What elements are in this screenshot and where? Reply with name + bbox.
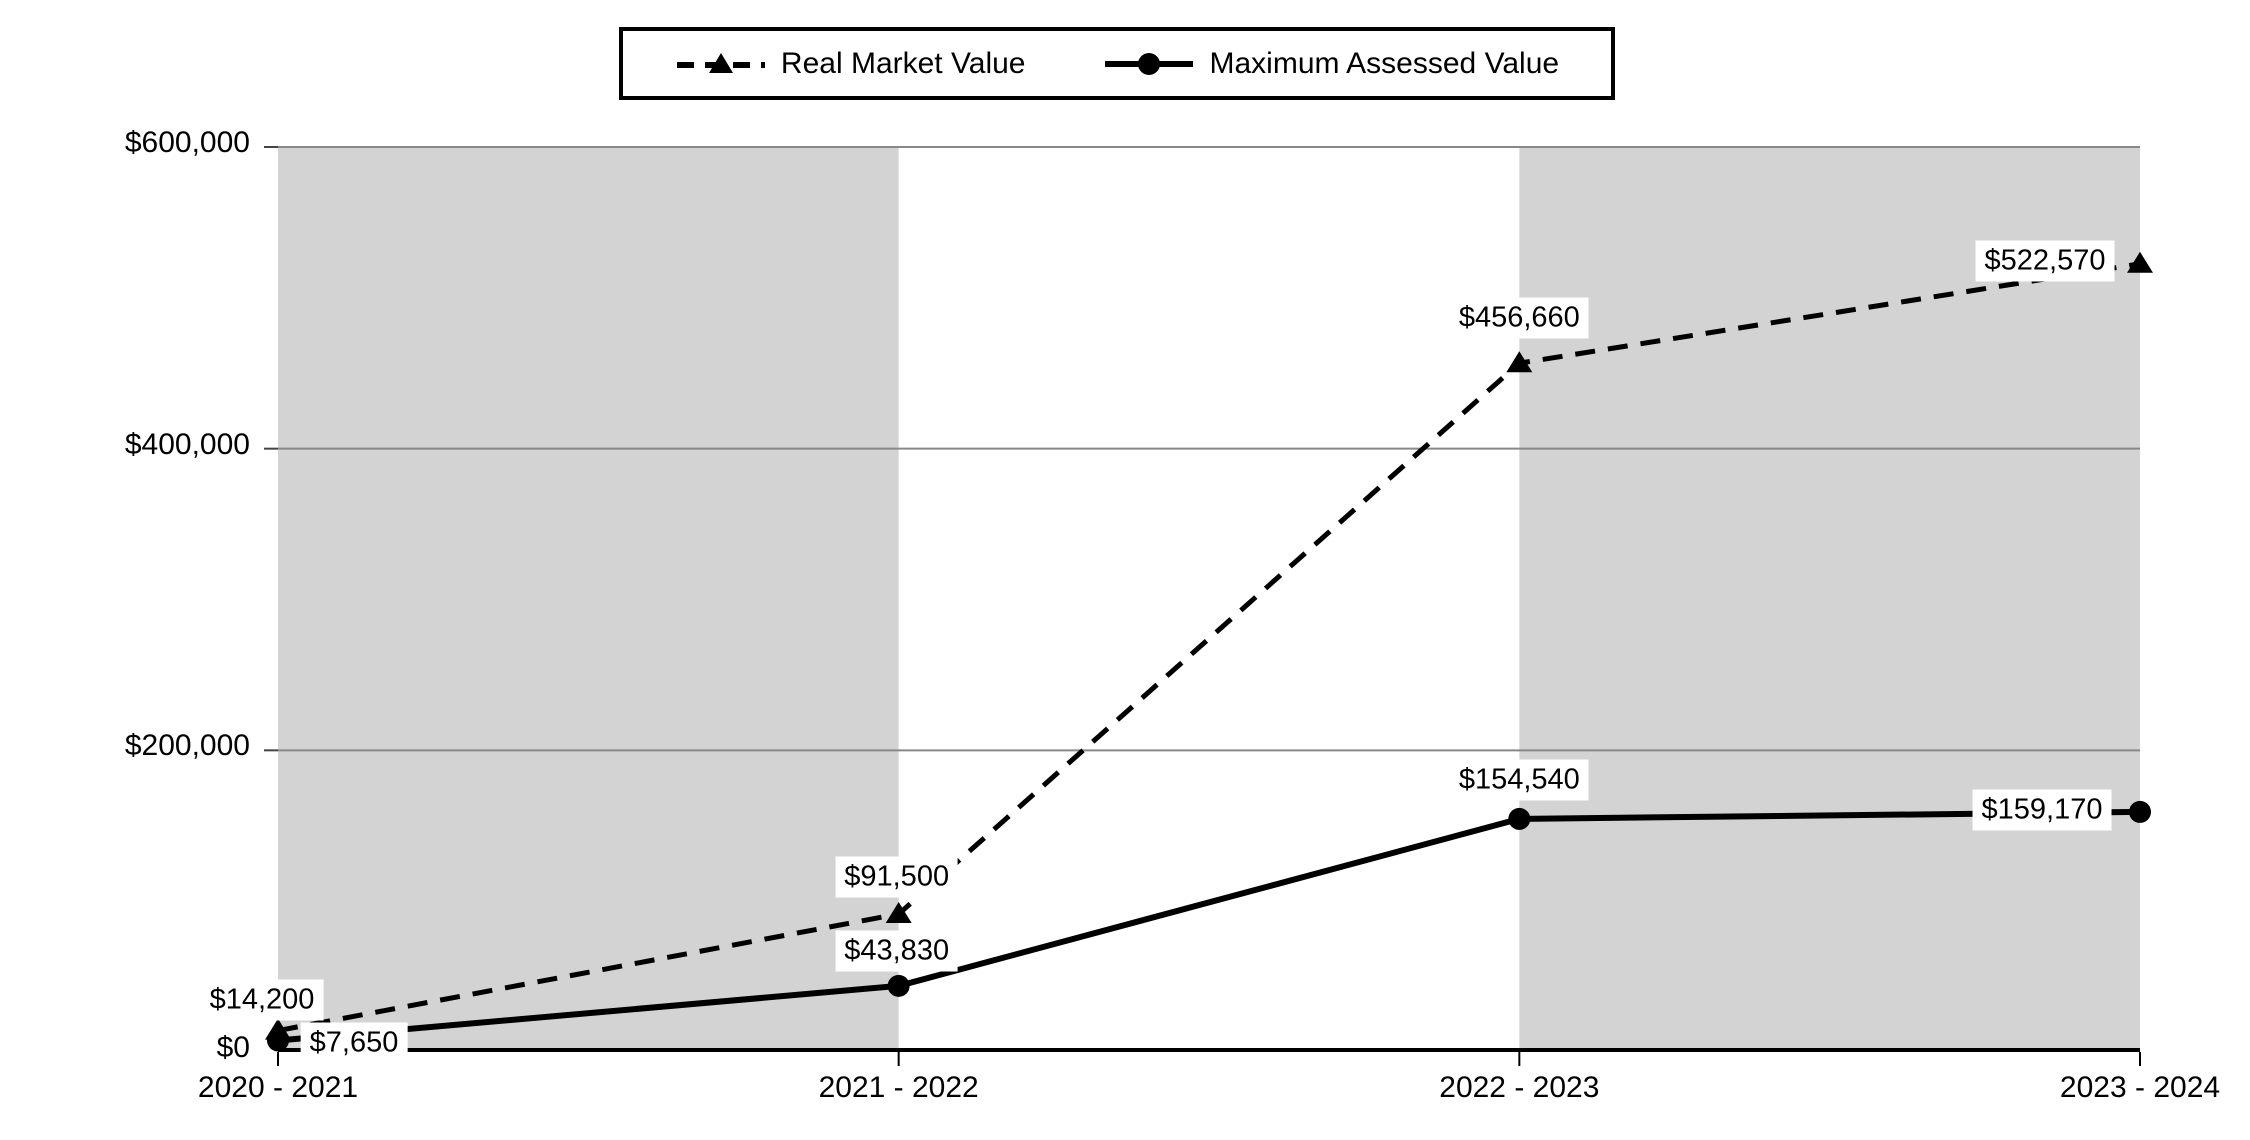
circle-marker [887, 974, 910, 997]
x-axis-tick-label: 2020 - 2021 [197, 1071, 359, 1104]
plot-band [1519, 147, 2140, 1052]
circle-marker [267, 1029, 289, 1052]
legend-label-maximum-assessed-value: Maximum Assessed Value [1209, 46, 1560, 80]
plot-band [278, 147, 899, 1052]
y-axis-tick-label: $600,000 [124, 126, 250, 159]
data-label: $91,500 [835, 856, 959, 898]
x-axis-tick-label: 2022 - 2023 [1439, 1071, 1600, 1104]
data-label: $522,570 [1975, 240, 2115, 282]
data-label: $159,170 [1972, 789, 2112, 831]
series-line-real-market-value [277, 261, 2141, 1034]
circle-marker [2129, 800, 2151, 823]
y-axis-tick-label: $400,000 [124, 427, 250, 461]
legend-item-real-market-value: Real Market Value [675, 46, 1026, 81]
triangle-marker [2127, 251, 2153, 273]
triangle-dashed-line-icon [676, 52, 765, 73]
y-axis-tick-label: $200,000 [124, 729, 250, 763]
data-label: $14,200 [200, 979, 324, 1021]
legend-item-maximum-assessed-value: Maximum Assessed Value [1103, 47, 1559, 81]
x-axis-tick-label: 2023 - 2024 [2059, 1071, 2221, 1104]
data-label: $7,650 [300, 1022, 408, 1064]
x-axis-tick-label: 2021 - 2022 [818, 1071, 979, 1104]
chart-legend: Real Market Value Maximum Assessed Value [619, 27, 1615, 100]
legend-label-real-market-value: Real Market Value [780, 46, 1026, 80]
circle-solid-line-icon [1105, 52, 1194, 75]
triangle-marker [1506, 351, 1533, 373]
data-label: $154,540 [1449, 759, 1589, 801]
data-label: $456,660 [1449, 297, 1589, 339]
series-line-maximum-assessed-value [277, 808, 2141, 1044]
circle-marker [1508, 807, 1531, 830]
data-label: $43,830 [835, 930, 959, 972]
triangle-marker [885, 901, 912, 923]
y-axis-tick-label: $0 [216, 1031, 250, 1064]
